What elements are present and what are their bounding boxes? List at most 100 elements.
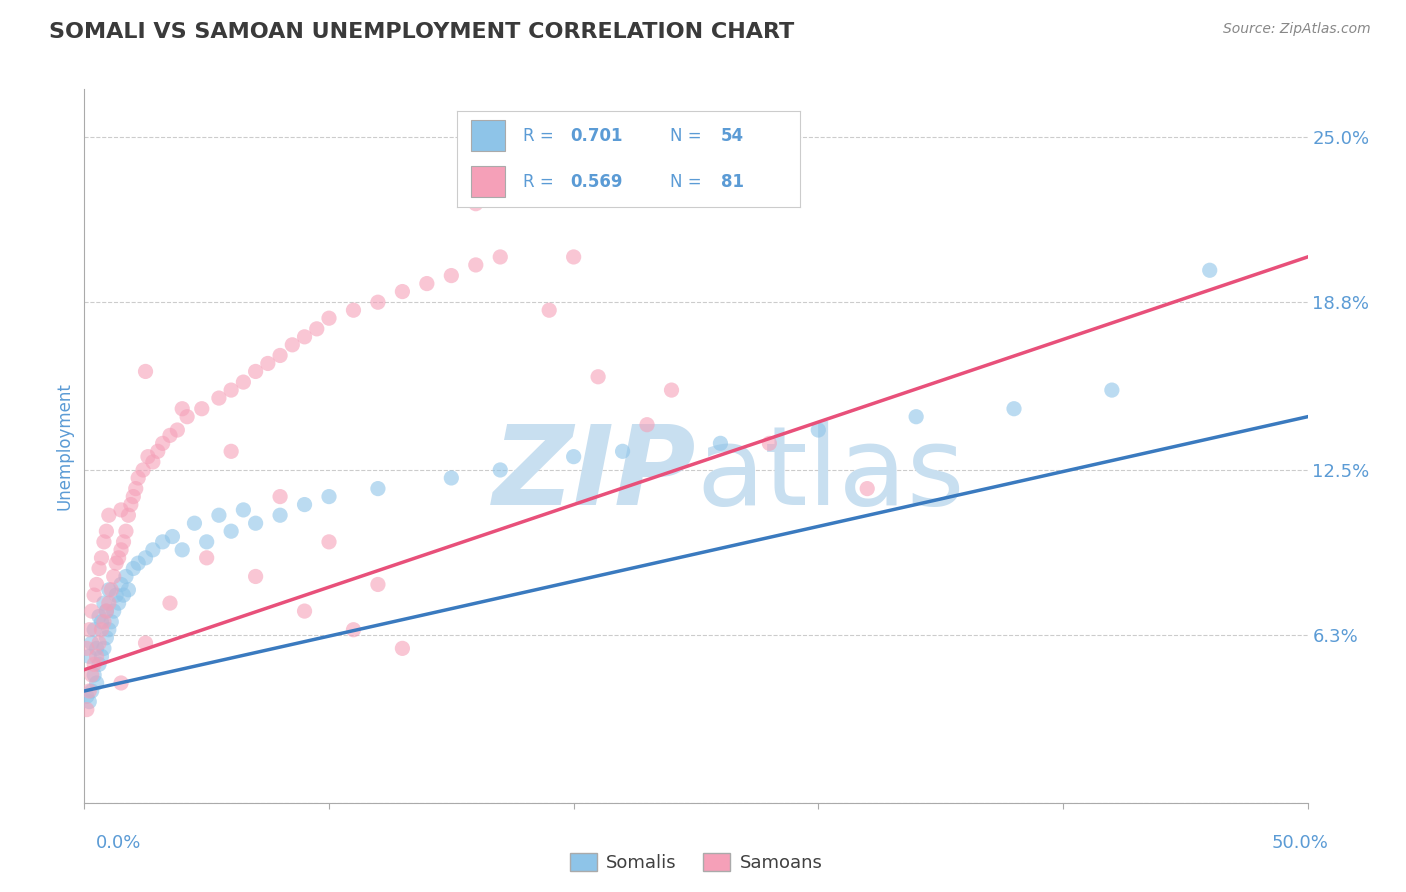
Point [612,444,634,458]
Point [208,508,231,523]
Text: 50.0%: 50.0% [1272,834,1329,852]
Point [318,490,340,504]
Point [416,277,439,291]
Point [489,463,512,477]
Point [159,596,181,610]
Point [856,482,879,496]
Point [96,604,118,618]
Point [87,561,110,575]
Point [464,258,486,272]
Legend: Somalis, Samoans: Somalis, Samoans [562,846,830,880]
Point [661,383,683,397]
Point [77,684,100,698]
Point [90,649,112,664]
Point [562,450,585,464]
Point [132,463,155,477]
Point [269,349,291,363]
Point [342,623,364,637]
Point [77,695,100,709]
Point [86,641,108,656]
Point [318,311,340,326]
Point [120,498,142,512]
Point [103,604,125,618]
Point [93,596,115,610]
Point [117,508,139,523]
Point [367,482,389,496]
Point [1101,383,1123,397]
Point [172,542,194,557]
Point [245,569,267,583]
Point [97,596,120,610]
Point [245,364,267,378]
Point [391,641,413,656]
Text: ZIP: ZIP [492,421,696,528]
Point [86,577,108,591]
Point [269,490,291,504]
Point [709,436,731,450]
Point [90,615,112,629]
Text: 0.0%: 0.0% [96,834,141,852]
Point [294,498,316,512]
Point [115,524,138,539]
Point [93,534,115,549]
Point [219,524,242,539]
Point [87,636,110,650]
Point [440,471,463,485]
Point [136,450,159,464]
Point [636,417,658,432]
Point [245,516,267,531]
Point [93,615,115,629]
Point [152,534,174,549]
Point [77,623,100,637]
Point [117,582,139,597]
Y-axis label: Unemployment: Unemployment [55,382,73,510]
Point [807,423,830,437]
Point [96,631,118,645]
Point [90,623,112,637]
Point [112,534,135,549]
Point [489,250,512,264]
Point [77,649,100,664]
Point [269,508,291,523]
Point [80,604,103,618]
Point [191,401,214,416]
Point [135,636,157,650]
Point [1198,263,1220,277]
Point [110,577,132,591]
Point [127,471,149,485]
Point [76,690,98,704]
Point [232,503,254,517]
Point [183,516,205,531]
Point [135,364,157,378]
Point [86,649,108,664]
Point [122,490,145,504]
Point [232,375,254,389]
Point [115,569,138,583]
Point [107,550,129,565]
Point [135,550,157,565]
Point [195,534,218,549]
Point [586,369,609,384]
Point [538,303,561,318]
Point [100,615,122,629]
Point [440,268,463,283]
Text: SOMALI VS SAMOAN UNEMPLOYMENT CORRELATION CHART: SOMALI VS SAMOAN UNEMPLOYMENT CORRELATIO… [49,22,794,42]
Point [97,508,120,523]
Point [76,703,98,717]
Point [305,322,328,336]
Point [294,330,316,344]
Point [464,196,486,211]
Point [103,569,125,583]
Point [97,582,120,597]
Point [105,588,128,602]
Point [80,684,103,698]
Point [294,604,316,618]
Point [152,436,174,450]
Point [86,676,108,690]
Point [87,657,110,672]
Point [142,542,165,557]
Point [97,623,120,637]
Point [142,455,165,469]
Point [83,657,105,672]
Point [257,356,280,370]
